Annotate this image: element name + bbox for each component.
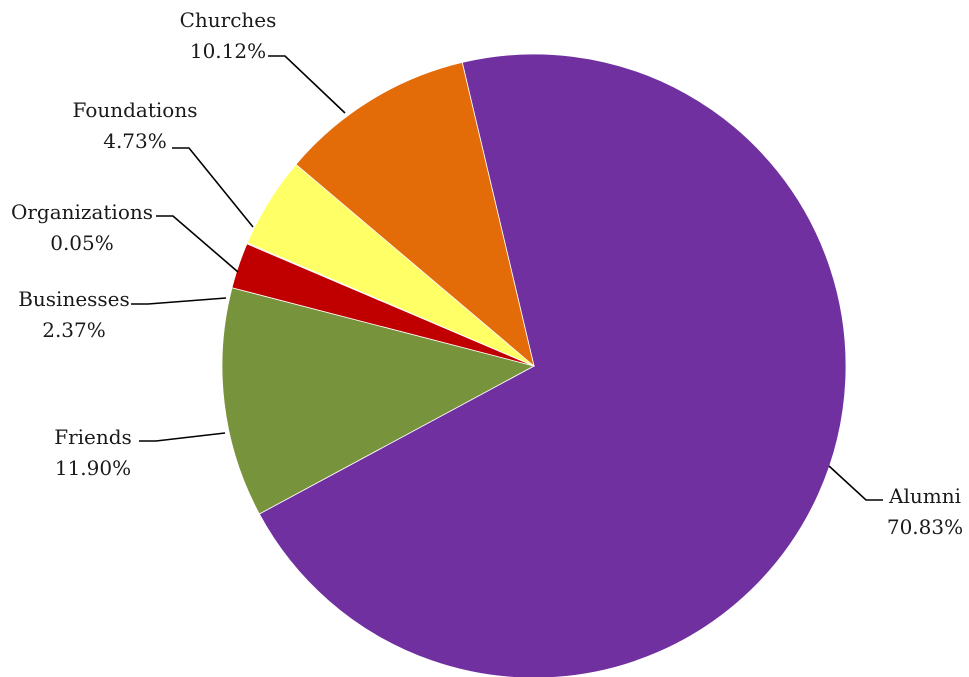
leader-line-organizations bbox=[156, 215, 239, 273]
label-alumni-percent: 70.83% bbox=[887, 515, 963, 539]
label-businesses-name: Businesses bbox=[18, 287, 130, 311]
label-businesses-percent: 2.37% bbox=[42, 318, 106, 342]
leader-line-alumni bbox=[828, 465, 883, 501]
slice-alumni bbox=[258, 53, 847, 677]
label-organizations-name: Organizations bbox=[11, 200, 153, 224]
leader-line-businesses bbox=[131, 297, 227, 305]
label-churches-percent: 10.12% bbox=[190, 39, 266, 63]
pie-slices bbox=[221, 53, 847, 677]
slice-churches bbox=[295, 61, 535, 368]
label-organizations-percent: 0.05% bbox=[50, 231, 114, 255]
label-churches-name: Churches bbox=[180, 8, 277, 32]
label-alumni-name: Alumni bbox=[888, 484, 961, 508]
label-friends-percent: 11.90% bbox=[55, 456, 131, 480]
label-friends-name: Friends bbox=[54, 425, 132, 449]
leader-lines bbox=[131, 55, 883, 501]
leader-line-foundations bbox=[172, 147, 254, 228]
slice-friends bbox=[221, 287, 536, 515]
data-labels: Alumni 70.83% Friends 11.90% Businesses 2.37%… bbox=[11, 8, 963, 539]
label-foundations-name: Foundations bbox=[73, 98, 198, 122]
leader-line-churches bbox=[268, 55, 346, 114]
leader-line-friends bbox=[139, 432, 226, 442]
label-foundations-percent: 4.73% bbox=[103, 129, 167, 153]
